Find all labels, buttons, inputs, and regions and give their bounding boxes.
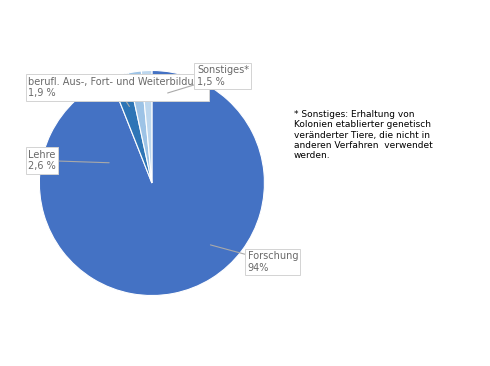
- Wedge shape: [39, 71, 265, 295]
- Text: * Sonstiges: Erhaltung von
Kolonien etablierter genetisch
veränderter Tiere, die: * Sonstiges: Erhaltung von Kolonien etab…: [294, 110, 433, 160]
- Text: Forschung
94%: Forschung 94%: [210, 245, 298, 273]
- Text: Lehre
2,6 %: Lehre 2,6 %: [28, 150, 109, 171]
- Wedge shape: [128, 71, 152, 183]
- Wedge shape: [141, 71, 152, 183]
- Wedge shape: [110, 73, 152, 183]
- Text: berufl. Aus-, Fort- und Weiterbildung
1,9 %: berufl. Aus-, Fort- und Weiterbildung 1,…: [28, 76, 206, 107]
- Text: Sonstiges*
1,5 %: Sonstiges* 1,5 %: [168, 65, 249, 93]
